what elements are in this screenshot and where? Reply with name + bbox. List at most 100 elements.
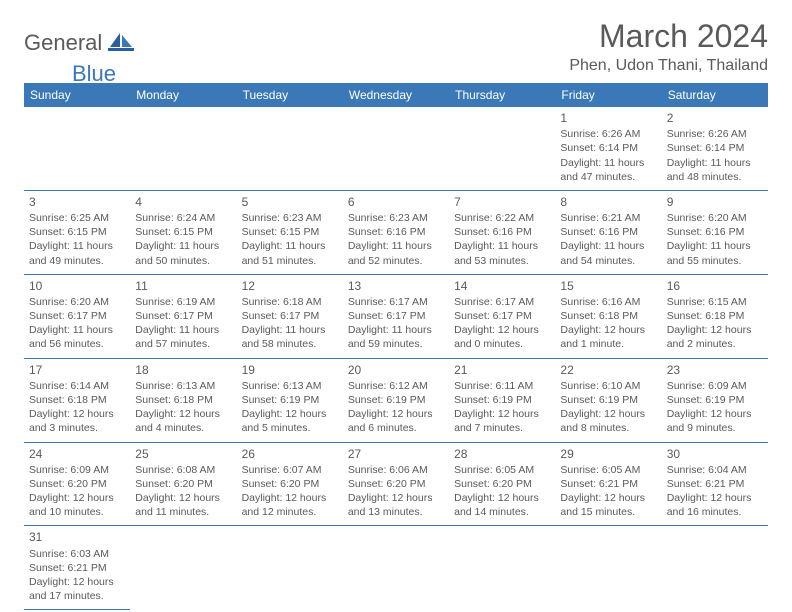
sunrise-text: Sunrise: 6:13 AM bbox=[135, 379, 231, 393]
sunrise-text: Sunrise: 6:05 AM bbox=[560, 463, 656, 477]
sunset-text: Sunset: 6:20 PM bbox=[29, 477, 125, 491]
sunset-text: Sunset: 6:18 PM bbox=[667, 309, 763, 323]
day-number: 22 bbox=[560, 362, 656, 378]
sunrise-text: Sunrise: 6:16 AM bbox=[560, 295, 656, 309]
calendar-day-cell bbox=[343, 107, 449, 190]
calendar-day-cell: 12Sunrise: 6:18 AMSunset: 6:17 PMDayligh… bbox=[237, 274, 343, 358]
daylight-text: Daylight: 12 hours and 13 minutes. bbox=[348, 491, 444, 519]
sunset-text: Sunset: 6:19 PM bbox=[560, 393, 656, 407]
calendar-day-cell bbox=[130, 526, 236, 610]
sunrise-text: Sunrise: 6:25 AM bbox=[29, 211, 125, 225]
calendar-day-cell: 31Sunrise: 6:03 AMSunset: 6:21 PMDayligh… bbox=[24, 526, 130, 610]
sunrise-text: Sunrise: 6:24 AM bbox=[135, 211, 231, 225]
sunrise-text: Sunrise: 6:08 AM bbox=[135, 463, 231, 477]
calendar-day-cell: 19Sunrise: 6:13 AMSunset: 6:19 PMDayligh… bbox=[237, 358, 343, 442]
sunset-text: Sunset: 6:15 PM bbox=[135, 225, 231, 239]
day-header: Friday bbox=[555, 83, 661, 107]
daylight-text: Daylight: 12 hours and 12 minutes. bbox=[242, 491, 338, 519]
sunrise-text: Sunrise: 6:09 AM bbox=[667, 379, 763, 393]
calendar-table: Sunday Monday Tuesday Wednesday Thursday… bbox=[24, 83, 768, 610]
day-header-row: Sunday Monday Tuesday Wednesday Thursday… bbox=[24, 83, 768, 107]
calendar-day-cell: 30Sunrise: 6:04 AMSunset: 6:21 PMDayligh… bbox=[662, 442, 768, 526]
sunrise-text: Sunrise: 6:04 AM bbox=[667, 463, 763, 477]
sunrise-text: Sunrise: 6:18 AM bbox=[242, 295, 338, 309]
daylight-text: Daylight: 12 hours and 5 minutes. bbox=[242, 407, 338, 435]
day-number: 26 bbox=[242, 446, 338, 462]
calendar-day-cell: 11Sunrise: 6:19 AMSunset: 6:17 PMDayligh… bbox=[130, 274, 236, 358]
day-number: 31 bbox=[29, 529, 125, 545]
day-number: 19 bbox=[242, 362, 338, 378]
day-header: Wednesday bbox=[343, 83, 449, 107]
sunrise-text: Sunrise: 6:15 AM bbox=[667, 295, 763, 309]
daylight-text: Daylight: 11 hours and 52 minutes. bbox=[348, 239, 444, 267]
calendar-day-cell: 25Sunrise: 6:08 AMSunset: 6:20 PMDayligh… bbox=[130, 442, 236, 526]
sunrise-text: Sunrise: 6:07 AM bbox=[242, 463, 338, 477]
sunset-text: Sunset: 6:17 PM bbox=[454, 309, 550, 323]
calendar-day-cell: 14Sunrise: 6:17 AMSunset: 6:17 PMDayligh… bbox=[449, 274, 555, 358]
daylight-text: Daylight: 11 hours and 49 minutes. bbox=[29, 239, 125, 267]
day-number: 5 bbox=[242, 194, 338, 210]
day-number: 13 bbox=[348, 278, 444, 294]
logo: General bbox=[24, 30, 136, 56]
daylight-text: Daylight: 11 hours and 50 minutes. bbox=[135, 239, 231, 267]
sunset-text: Sunset: 6:16 PM bbox=[348, 225, 444, 239]
calendar-day-cell bbox=[130, 107, 236, 190]
daylight-text: Daylight: 12 hours and 3 minutes. bbox=[29, 407, 125, 435]
calendar-day-cell bbox=[449, 107, 555, 190]
daylight-text: Daylight: 12 hours and 2 minutes. bbox=[667, 323, 763, 351]
day-number: 4 bbox=[135, 194, 231, 210]
calendar-day-cell: 26Sunrise: 6:07 AMSunset: 6:20 PMDayligh… bbox=[237, 442, 343, 526]
sunrise-text: Sunrise: 6:23 AM bbox=[242, 211, 338, 225]
sunrise-text: Sunrise: 6:03 AM bbox=[29, 547, 125, 561]
sunset-text: Sunset: 6:21 PM bbox=[560, 477, 656, 491]
sunrise-text: Sunrise: 6:26 AM bbox=[560, 127, 656, 141]
sunset-text: Sunset: 6:15 PM bbox=[29, 225, 125, 239]
sunrise-text: Sunrise: 6:19 AM bbox=[135, 295, 231, 309]
sunset-text: Sunset: 6:18 PM bbox=[560, 309, 656, 323]
day-number: 6 bbox=[348, 194, 444, 210]
sunset-text: Sunset: 6:20 PM bbox=[348, 477, 444, 491]
calendar-day-cell: 2Sunrise: 6:26 AMSunset: 6:14 PMDaylight… bbox=[662, 107, 768, 190]
calendar-day-cell: 8Sunrise: 6:21 AMSunset: 6:16 PMDaylight… bbox=[555, 190, 661, 274]
logo-sail-icon bbox=[108, 31, 134, 56]
sunset-text: Sunset: 6:19 PM bbox=[242, 393, 338, 407]
calendar-day-cell: 20Sunrise: 6:12 AMSunset: 6:19 PMDayligh… bbox=[343, 358, 449, 442]
logo-text-general: General bbox=[24, 30, 102, 56]
title-block: March 2024 Phen, Udon Thani, Thailand bbox=[569, 18, 768, 75]
sunset-text: Sunset: 6:17 PM bbox=[348, 309, 444, 323]
day-header: Thursday bbox=[449, 83, 555, 107]
sunset-text: Sunset: 6:21 PM bbox=[667, 477, 763, 491]
day-number: 8 bbox=[560, 194, 656, 210]
calendar-day-cell: 3Sunrise: 6:25 AMSunset: 6:15 PMDaylight… bbox=[24, 190, 130, 274]
page-header: General March 2024 Phen, Udon Thani, Tha… bbox=[24, 18, 768, 75]
sunrise-text: Sunrise: 6:26 AM bbox=[667, 127, 763, 141]
calendar-day-cell: 1Sunrise: 6:26 AMSunset: 6:14 PMDaylight… bbox=[555, 107, 661, 190]
sunrise-text: Sunrise: 6:05 AM bbox=[454, 463, 550, 477]
calendar-day-cell: 5Sunrise: 6:23 AMSunset: 6:15 PMDaylight… bbox=[237, 190, 343, 274]
daylight-text: Daylight: 11 hours and 58 minutes. bbox=[242, 323, 338, 351]
calendar-day-cell: 27Sunrise: 6:06 AMSunset: 6:20 PMDayligh… bbox=[343, 442, 449, 526]
sunrise-text: Sunrise: 6:17 AM bbox=[348, 295, 444, 309]
daylight-text: Daylight: 12 hours and 15 minutes. bbox=[560, 491, 656, 519]
location-subtitle: Phen, Udon Thani, Thailand bbox=[569, 57, 768, 75]
sunrise-text: Sunrise: 6:22 AM bbox=[454, 211, 550, 225]
calendar-day-cell: 24Sunrise: 6:09 AMSunset: 6:20 PMDayligh… bbox=[24, 442, 130, 526]
day-number: 28 bbox=[454, 446, 550, 462]
calendar-week-row: 31Sunrise: 6:03 AMSunset: 6:21 PMDayligh… bbox=[24, 526, 768, 610]
daylight-text: Daylight: 12 hours and 0 minutes. bbox=[454, 323, 550, 351]
daylight-text: Daylight: 12 hours and 1 minute. bbox=[560, 323, 656, 351]
day-number: 17 bbox=[29, 362, 125, 378]
day-number: 1 bbox=[560, 110, 656, 126]
calendar-day-cell bbox=[237, 526, 343, 610]
daylight-text: Daylight: 11 hours and 57 minutes. bbox=[135, 323, 231, 351]
daylight-text: Daylight: 12 hours and 17 minutes. bbox=[29, 575, 125, 603]
calendar-week-row: 17Sunrise: 6:14 AMSunset: 6:18 PMDayligh… bbox=[24, 358, 768, 442]
sunset-text: Sunset: 6:18 PM bbox=[29, 393, 125, 407]
calendar-day-cell bbox=[24, 107, 130, 190]
daylight-text: Daylight: 11 hours and 54 minutes. bbox=[560, 239, 656, 267]
sunrise-text: Sunrise: 6:23 AM bbox=[348, 211, 444, 225]
sunrise-text: Sunrise: 6:20 AM bbox=[667, 211, 763, 225]
calendar-week-row: 3Sunrise: 6:25 AMSunset: 6:15 PMDaylight… bbox=[24, 190, 768, 274]
calendar-day-cell: 18Sunrise: 6:13 AMSunset: 6:18 PMDayligh… bbox=[130, 358, 236, 442]
calendar-week-row: 1Sunrise: 6:26 AMSunset: 6:14 PMDaylight… bbox=[24, 107, 768, 190]
